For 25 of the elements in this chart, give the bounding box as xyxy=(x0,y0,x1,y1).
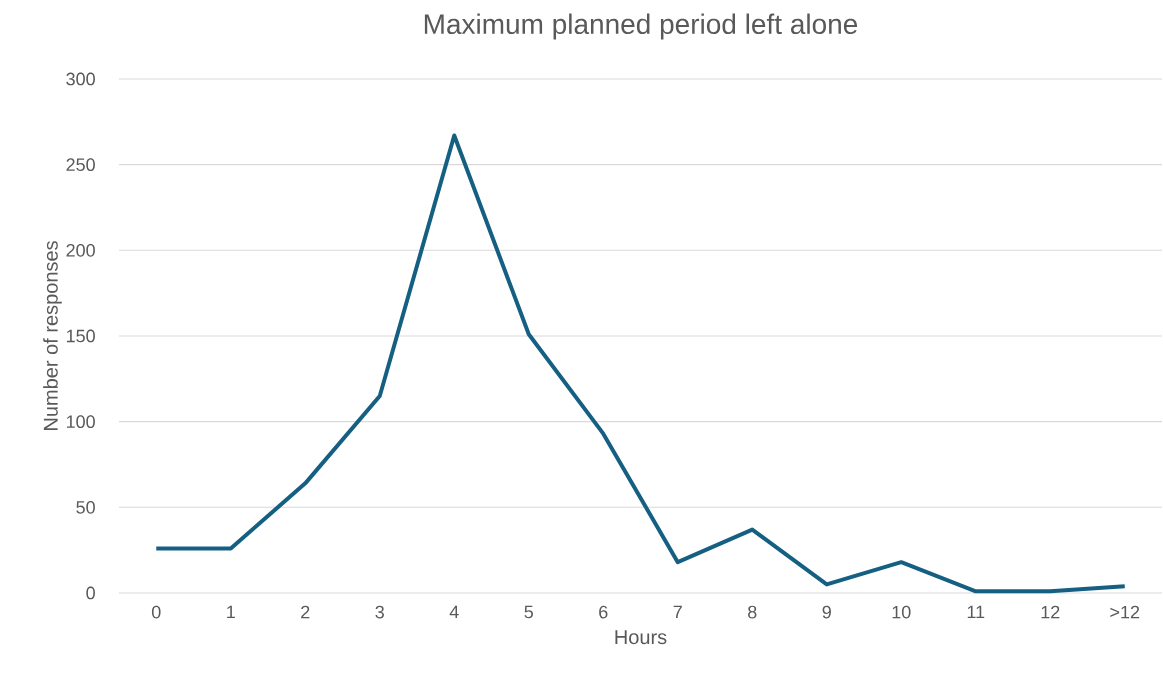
x-tick-label: 10 xyxy=(892,605,911,619)
x-tick-label: 9 xyxy=(822,605,831,619)
y-tick-label: 150 xyxy=(66,329,95,343)
x-tick-label: 8 xyxy=(748,605,757,619)
x-tick-label: 11 xyxy=(967,605,985,619)
y-tick-label: 250 xyxy=(66,158,95,172)
y-tick-label: 200 xyxy=(66,243,95,257)
x-tick-label: 3 xyxy=(375,605,384,619)
x-tick-label: 0 xyxy=(151,605,161,619)
x-tick-label: 2 xyxy=(301,605,310,619)
x-tick-label: 1 xyxy=(227,605,235,619)
x-tick-label: 4 xyxy=(449,605,459,619)
chart-title: Maximum planned period left alone xyxy=(424,13,858,40)
x-tick-label: 12 xyxy=(1041,605,1060,619)
y-tick-label: 100 xyxy=(66,415,95,429)
y-axis-title: Number of responses xyxy=(43,241,62,430)
x-tick-label: >12 xyxy=(1110,605,1140,619)
x-tick-label: 7 xyxy=(673,605,682,619)
y-tick-label: 0 xyxy=(86,586,95,600)
x-tick-label: 6 xyxy=(599,605,608,619)
x-axis-title: Hours xyxy=(615,630,667,645)
y-tick-label: 300 xyxy=(66,72,95,86)
x-tick-label: 5 xyxy=(524,605,534,619)
y-tick-label: 50 xyxy=(76,500,95,514)
line-series xyxy=(154,133,1127,594)
